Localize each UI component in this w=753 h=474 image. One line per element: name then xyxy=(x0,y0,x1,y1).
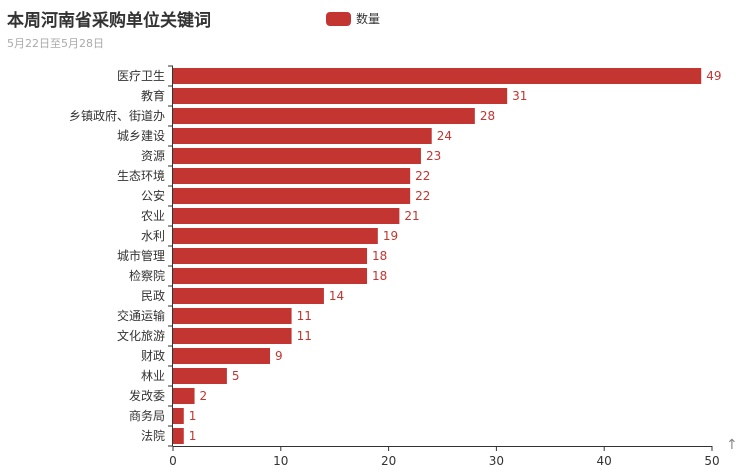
legend-swatch xyxy=(326,11,351,26)
data-label: 1 xyxy=(189,429,197,443)
data-label: 24 xyxy=(437,129,452,143)
bar xyxy=(173,248,368,264)
data-label: 18 xyxy=(372,269,387,283)
y-tick-label: 财政 xyxy=(141,349,165,363)
arrow-up-icon[interactable]: ↑ xyxy=(726,437,738,453)
y-tick-label: 水利 xyxy=(141,229,165,243)
y-tick-label: 发改委 xyxy=(129,388,165,403)
bar xyxy=(173,148,421,164)
y-tick-label: 乡镇政府、街道办 xyxy=(69,108,165,123)
y-tick-label: 民政 xyxy=(141,289,165,303)
bar xyxy=(173,348,271,364)
x-tick-label: 40 xyxy=(597,454,612,468)
data-label: 14 xyxy=(329,289,344,303)
data-label: 2 xyxy=(200,389,208,403)
y-tick-label: 文化旅游 xyxy=(117,328,165,343)
data-label: 22 xyxy=(415,189,430,203)
y-tick-label: 城乡建设 xyxy=(117,129,165,143)
bar xyxy=(173,328,292,344)
y-tick-label: 商务局 xyxy=(129,408,165,423)
bar xyxy=(173,208,400,224)
bar xyxy=(173,268,368,284)
y-tick-label: 林业 xyxy=(141,369,165,383)
y-tick-label: 城市管理 xyxy=(117,248,165,263)
bar xyxy=(173,168,411,184)
bar xyxy=(173,188,411,204)
x-tick-label: 30 xyxy=(489,454,504,468)
data-label: 18 xyxy=(372,249,387,263)
legend-label: 数量 xyxy=(356,12,381,26)
bar xyxy=(173,388,195,404)
data-label: 1 xyxy=(189,409,197,423)
data-label: 11 xyxy=(297,329,312,343)
bar xyxy=(173,408,184,424)
x-tick-label: 0 xyxy=(169,454,177,468)
bar xyxy=(173,288,324,304)
chart-title: 本周河南省采购单位关键词 xyxy=(7,11,211,31)
y-tick-label: 农业 xyxy=(141,209,165,223)
data-label: 22 xyxy=(415,169,430,183)
data-label: 19 xyxy=(383,229,398,243)
data-label: 49 xyxy=(706,69,721,83)
x-tick-label: 20 xyxy=(381,454,396,468)
data-label: 23 xyxy=(426,149,441,163)
y-tick-label: 检察院 xyxy=(129,268,165,283)
bar xyxy=(173,308,292,324)
y-tick-label: 生态环境 xyxy=(117,168,165,183)
y-tick-label: 公安 xyxy=(141,188,165,203)
data-label: 21 xyxy=(404,209,419,223)
data-label: 5 xyxy=(232,369,240,383)
bar xyxy=(173,228,378,244)
bar xyxy=(173,108,475,124)
bar xyxy=(173,68,702,84)
data-label: 11 xyxy=(297,309,312,323)
y-tick-label: 法院 xyxy=(141,429,165,443)
y-tick-label: 资源 xyxy=(141,149,165,163)
legend-item[interactable]: 数量 xyxy=(326,10,380,27)
x-tick-label: 50 xyxy=(704,454,719,468)
data-label: 28 xyxy=(480,109,495,123)
data-label: 31 xyxy=(512,89,527,103)
y-tick-label: 教育 xyxy=(141,88,165,103)
bar xyxy=(173,368,227,384)
y-tick-label: 医疗卫生 xyxy=(117,69,165,83)
bar xyxy=(173,128,432,144)
chart-subtitle: 5月22日至5月28日 xyxy=(7,37,104,50)
bar xyxy=(173,428,184,444)
data-label: 9 xyxy=(275,349,283,363)
bar xyxy=(173,88,508,104)
y-tick-label: 交通运输 xyxy=(117,308,165,323)
x-tick-label: 10 xyxy=(273,454,288,468)
